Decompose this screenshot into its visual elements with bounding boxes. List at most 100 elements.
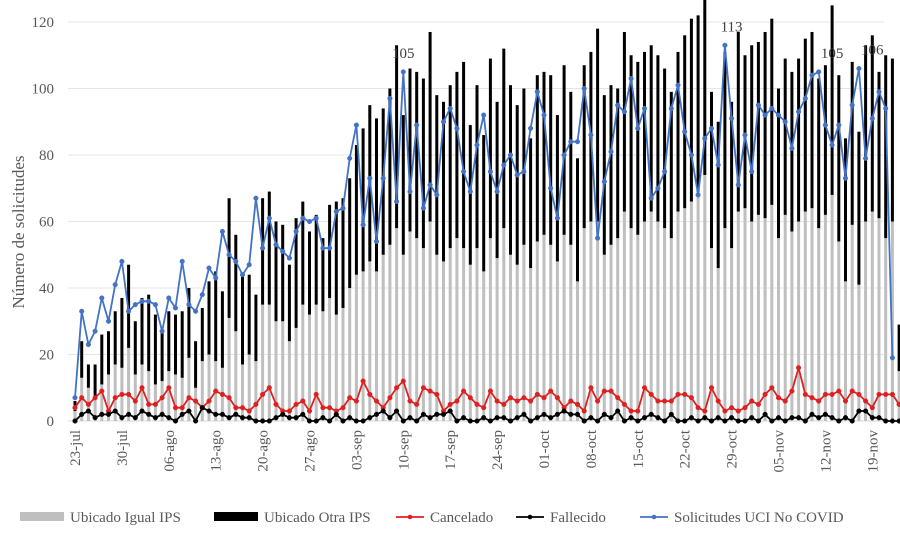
cancelado-point — [172, 405, 179, 411]
solicitudes-uci-point — [541, 112, 547, 118]
bar-ubicado-otra-ips — [529, 138, 533, 269]
solicitudes-uci-point — [92, 328, 98, 334]
bar-ubicado-otra-ips — [696, 15, 700, 192]
solicitudes-uci-point — [628, 75, 634, 82]
x-tick-label: 20-ago — [256, 430, 272, 472]
cancelado-point — [822, 391, 828, 397]
bar-ubicado-otra-ips — [890, 58, 894, 222]
bar-ubicado-otra-ips — [790, 71, 794, 232]
fallecido-point — [166, 415, 172, 421]
x-tick-label: 06-ago — [162, 430, 178, 472]
fallecido-point — [762, 411, 768, 417]
cancelado-point — [320, 405, 326, 411]
bar-ubicado-otra-ips — [354, 145, 358, 275]
bar-ubicado-otra-ips — [535, 75, 539, 242]
cancelado-point — [521, 395, 527, 401]
cancelado-point — [869, 405, 875, 411]
cancelado-point — [146, 401, 152, 407]
cancelado-point — [782, 398, 788, 404]
bar-ubicado-igual-ips — [602, 254, 606, 421]
bar-ubicado-igual-ips — [93, 397, 97, 421]
fallecido-point — [487, 418, 493, 424]
cancelado-point — [92, 395, 98, 401]
fallecido-point — [79, 411, 85, 417]
bar-ubicado-igual-ips — [743, 208, 747, 421]
bar-ubicado-igual-ips — [569, 244, 573, 421]
fallecido-point — [648, 411, 654, 417]
x-tick-label: 13-ago — [209, 430, 225, 472]
bar-ubicado-otra-ips — [401, 115, 405, 255]
solicitudes-uci-point — [239, 272, 246, 278]
bar-ubicado-igual-ips — [663, 228, 667, 421]
cancelado-point — [849, 388, 855, 394]
solicitudes-uci-point — [286, 255, 292, 261]
y-axis-ticks: 0 20 40 60 80 100 120 — [32, 15, 55, 430]
solicitudes-uci-point — [300, 215, 306, 221]
fallecido-point — [568, 411, 574, 417]
solicitudes-uci-point — [548, 185, 554, 191]
cancelado-point — [481, 405, 487, 411]
x-tick-label: 24-sep — [490, 430, 506, 470]
legend-marker — [407, 514, 413, 520]
cancelado-point — [574, 401, 581, 407]
bar-ubicado-otra-ips — [676, 51, 680, 212]
fallecido-point — [876, 415, 882, 421]
bar-ubicado-igual-ips — [254, 361, 258, 421]
x-tick-label: 01-oct — [537, 429, 553, 468]
fallecido-point — [119, 415, 125, 421]
fallecido-line — [74, 406, 900, 423]
fallecido-point — [333, 411, 339, 417]
bar-ubicado-igual-ips — [167, 371, 171, 421]
cancelado-point — [447, 401, 453, 407]
x-tick-label: 15-oct — [631, 429, 647, 468]
fallecido-point — [233, 411, 239, 417]
solicitudes-uci-point — [715, 162, 721, 168]
fallecido-point — [842, 415, 849, 421]
fallecido-point — [869, 415, 875, 421]
fallecido-point — [722, 418, 728, 424]
cancelado-point — [829, 391, 835, 397]
legend-marker — [527, 514, 533, 520]
solicitudes-uci-point — [494, 189, 500, 195]
bar-ubicado-igual-ips — [710, 248, 713, 421]
bar-ubicado-otra-ips — [495, 101, 499, 259]
cancelado-point — [554, 395, 560, 401]
cancelado-point — [675, 391, 681, 397]
fallecido-point — [226, 415, 232, 421]
fallecido-point — [615, 408, 621, 414]
bar-ubicado-otra-ips — [421, 78, 425, 249]
cancelado-point — [219, 391, 225, 397]
fallecido-point — [72, 418, 78, 424]
bar-ubicado-igual-ips — [656, 221, 660, 421]
solicitudes-uci-point — [360, 222, 366, 228]
solicitudes-uci-point — [775, 112, 782, 118]
solicitudes-uci-point — [641, 105, 648, 111]
fallecido-point — [836, 418, 842, 424]
solicitudes-uci-point — [836, 122, 842, 128]
cancelado-point — [581, 408, 587, 414]
bar-ubicado-otra-ips — [596, 28, 600, 222]
cancelado-point — [152, 401, 158, 407]
y-tick-label: 0 — [47, 414, 55, 430]
solicitudes-uci-point — [414, 122, 420, 128]
solicitudes-uci-point — [246, 262, 252, 268]
cancelado-point — [186, 395, 192, 401]
x-axis-ticks: 23-jul 30-jul 06-ago 13-ago 20-ago 27-ago 03-s… — [68, 429, 881, 472]
solicitudes-uci-point — [152, 302, 158, 308]
solicitudes-uci-point — [588, 132, 594, 138]
solicitudes-uci-point — [662, 169, 668, 175]
fallecido-point — [641, 415, 648, 421]
fallecido-point — [856, 408, 862, 414]
solicitudes-uci-point — [474, 142, 480, 148]
bar-ubicado-otra-ips — [897, 324, 900, 372]
bar-ubicado-otra-ips — [80, 341, 84, 378]
bar-ubicado-otra-ips — [857, 131, 861, 285]
fallecido-point — [219, 411, 225, 417]
fallecido-point — [581, 418, 587, 424]
fallecido-point — [474, 418, 480, 424]
solicitudes-uci-point — [273, 242, 279, 248]
fallecido-point — [749, 415, 755, 421]
bar-ubicado-igual-ips — [596, 221, 600, 421]
solicitudes-uci-point — [621, 109, 627, 115]
cancelado-point — [608, 388, 614, 394]
